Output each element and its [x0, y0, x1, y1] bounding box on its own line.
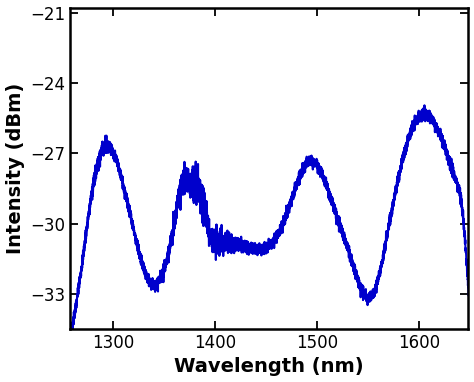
X-axis label: Wavelength (nm): Wavelength (nm)	[174, 358, 364, 376]
Y-axis label: Intensity (dBm): Intensity (dBm)	[6, 83, 25, 254]
